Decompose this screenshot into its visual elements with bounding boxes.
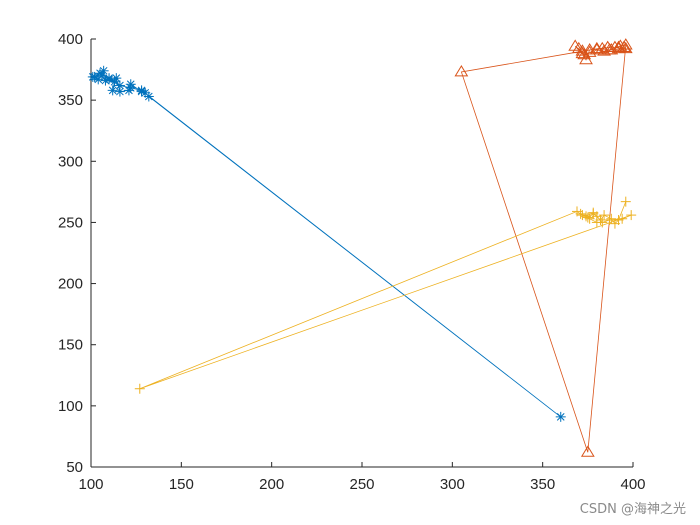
marker-shape: [600, 40, 615, 52]
marker-shape: [575, 44, 590, 56]
triangle-marker: [575, 46, 590, 59]
marker-shape: [579, 52, 593, 65]
plus-marker: [575, 208, 586, 219]
marker-shape: [618, 38, 633, 50]
triangle-marker: [575, 44, 590, 56]
asterisk-marker: [111, 73, 122, 84]
marker-stroke: [96, 69, 104, 78]
plus-marker: [617, 213, 628, 224]
watermark: CSDN @海神之光: [579, 502, 686, 517]
asterisk-marker: [136, 85, 147, 96]
y-tick-label: 400: [58, 31, 83, 48]
triangle-marker: [618, 38, 633, 50]
marker-shape: [613, 39, 628, 51]
triangle-marker: [589, 41, 604, 54]
asterisk-marker: [107, 85, 118, 96]
marker-stroke: [112, 74, 121, 82]
triangle-marker: [613, 39, 628, 51]
plus-marker: [584, 213, 595, 224]
x-tick-label: 400: [620, 476, 645, 493]
triangle-marker: [579, 52, 593, 65]
plus-marker: [582, 212, 593, 223]
triangle-marker: [568, 39, 583, 51]
marker-shape: [589, 43, 604, 55]
marker-stroke: [108, 86, 117, 95]
triangle-marker: [618, 41, 633, 54]
y-tick-label: 350: [58, 92, 83, 109]
marker-shape: [568, 39, 583, 51]
marker-stroke: [556, 413, 565, 421]
series-layer: [87, 38, 637, 457]
marker-stroke: [105, 75, 113, 84]
marker-stroke: [116, 81, 124, 90]
y-tick-label: 250: [58, 214, 83, 231]
marker-stroke: [137, 86, 146, 95]
y-tick-label: 150: [58, 337, 83, 354]
marker-shape: [575, 46, 590, 59]
x-tick-label: 200: [259, 476, 284, 493]
marker-stroke: [144, 92, 153, 101]
series-0: [87, 65, 566, 422]
asterisk-marker: [555, 411, 566, 422]
x-tick-label: 250: [349, 476, 374, 493]
marker-stroke: [116, 87, 124, 96]
asterisk-marker: [114, 80, 125, 91]
ticks-layer: 100 150 200 250 300 350 4005010015020025030035…: [58, 31, 646, 493]
plus-marker: [620, 196, 631, 207]
asterisk-marker: [95, 68, 106, 79]
marker-stroke: [110, 77, 119, 86]
plus-marker: [626, 210, 637, 221]
triangle-marker: [600, 40, 615, 52]
plus-marker: [134, 383, 145, 394]
triangle-marker: [580, 445, 595, 457]
x-tick-label: 350: [530, 476, 555, 493]
plus-marker: [588, 207, 599, 218]
axes: [90, 39, 633, 468]
y-tick-label: 300: [58, 153, 83, 170]
asterisk-marker: [98, 65, 109, 76]
plus-marker: [606, 213, 617, 224]
marker-shape: [454, 65, 469, 77]
plus-marker: [604, 214, 615, 225]
series-2: [134, 196, 637, 394]
asterisk-marker: [143, 91, 154, 102]
marker-shape: [589, 41, 604, 54]
x-tick-label: 100: [78, 476, 103, 493]
plus-marker: [591, 217, 602, 228]
marker-stroke: [90, 73, 99, 81]
marker-shape: [618, 41, 633, 54]
marker-stroke: [126, 84, 135, 92]
asterisk-marker: [89, 71, 100, 82]
x-tick-label: 300: [440, 476, 465, 493]
asterisk-marker: [104, 74, 115, 85]
triangle-marker: [611, 40, 626, 52]
series-line: [92, 69, 561, 418]
triangle-marker: [454, 65, 469, 77]
y-tick-label: 200: [58, 276, 83, 293]
asterisk-marker: [125, 82, 136, 93]
triangle-marker: [589, 43, 604, 55]
y-tick-label: 100: [58, 398, 83, 415]
x-tick-label: 150: [169, 476, 194, 493]
marker-shape: [580, 445, 595, 457]
marker-shape: [611, 40, 626, 52]
series-1: [454, 38, 633, 457]
marker-stroke: [141, 88, 150, 97]
y-tick-label: 50: [66, 459, 83, 476]
